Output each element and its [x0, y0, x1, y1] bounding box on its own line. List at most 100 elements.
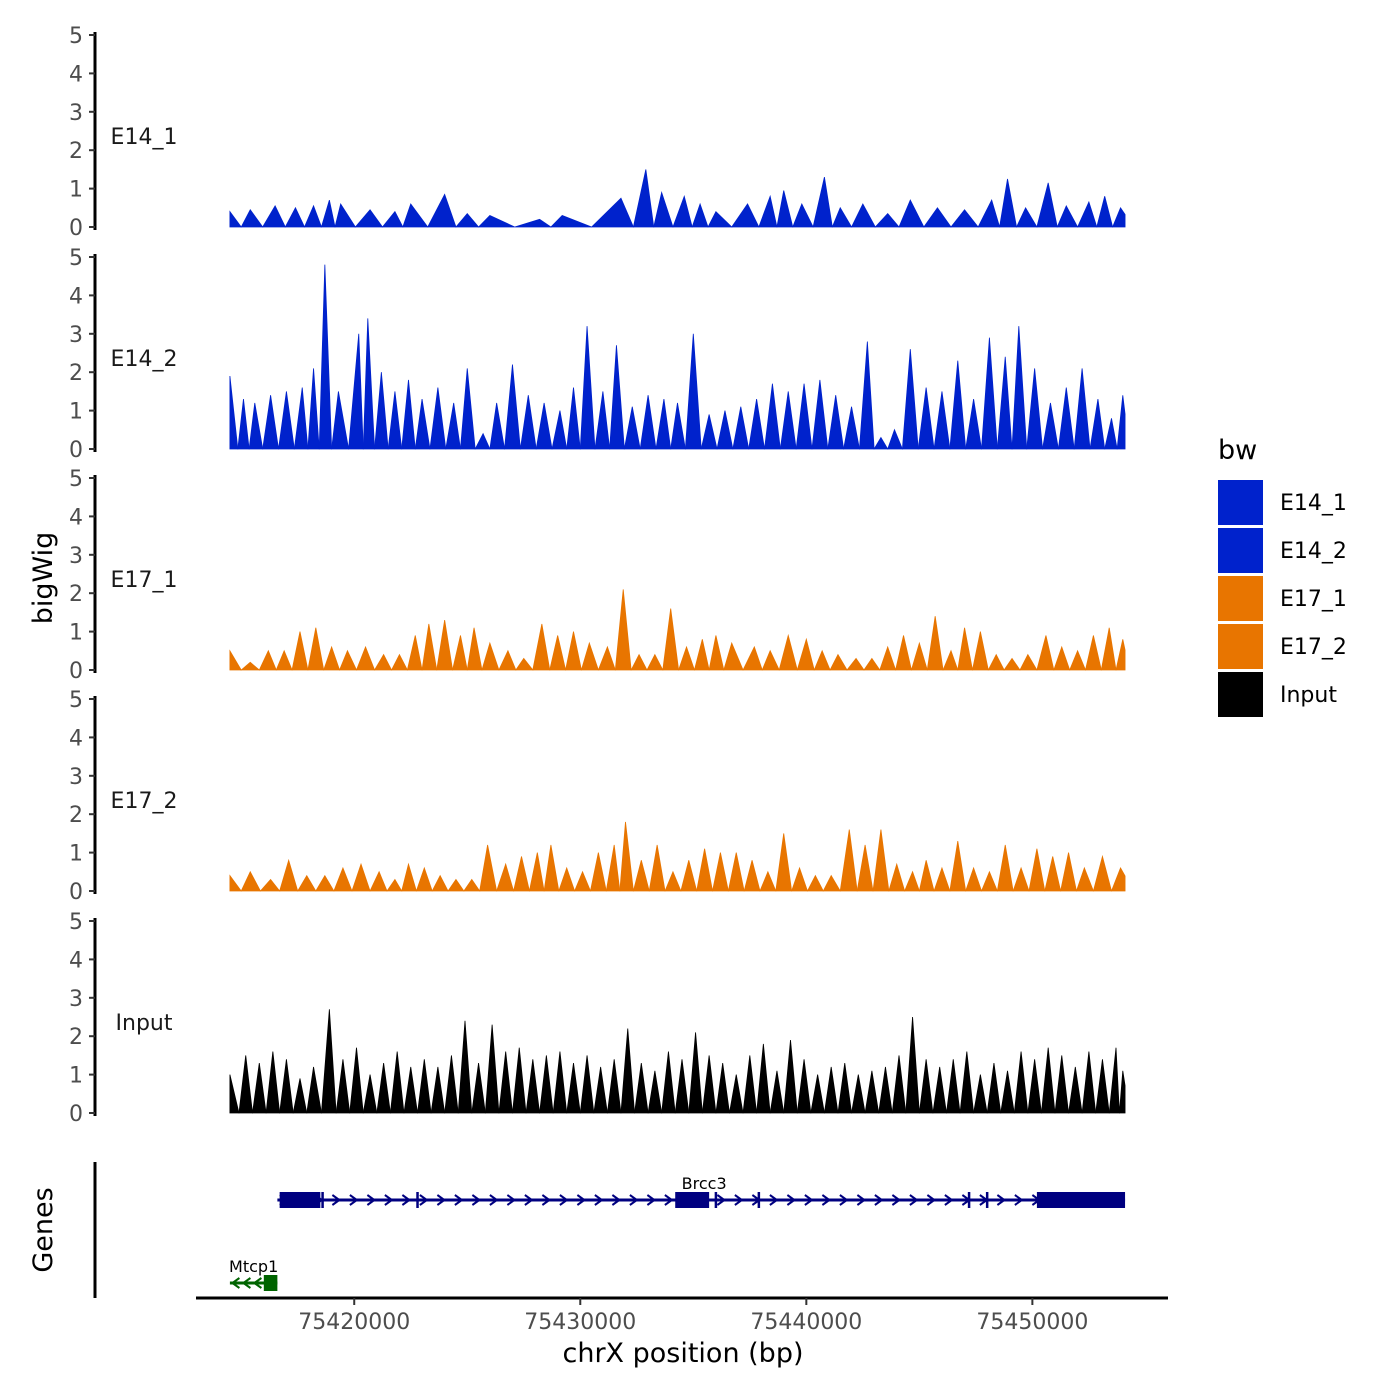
signal-peak	[335, 1059, 351, 1114]
signal-peak	[496, 862, 515, 892]
strand-chevron	[716, 1194, 727, 1206]
signal-peak	[532, 623, 551, 671]
gene-label: Brcc3	[682, 1174, 727, 1193]
signal-peak	[691, 202, 709, 228]
signal-peak	[811, 379, 829, 450]
signal-peak	[648, 844, 666, 892]
signal-peak	[1112, 206, 1126, 228]
signal-peak	[566, 1063, 581, 1114]
signal-peak	[863, 657, 881, 671]
signal-peak	[431, 874, 449, 892]
strand-chevron	[891, 1194, 902, 1206]
y-tick-label: 4	[69, 62, 83, 87]
signal-peak	[646, 653, 664, 671]
legend-entry-E14_1: E14_1	[1218, 480, 1347, 525]
signal-peak	[338, 649, 358, 671]
signal-peak	[318, 264, 333, 450]
signal-peak	[307, 368, 320, 450]
signal-peak	[374, 372, 389, 450]
signal-peak	[539, 1055, 554, 1114]
signal-peak	[1015, 206, 1038, 228]
signal-peak	[513, 856, 530, 892]
signal-peak	[872, 829, 890, 892]
signal-peak	[632, 860, 650, 892]
signal-peak	[959, 1051, 975, 1114]
signal-peak	[1118, 1070, 1126, 1114]
signal-peak	[891, 1055, 907, 1114]
gene-label: Mtcp1	[229, 1257, 278, 1276]
legend: bw E14_1 E14_2 E17_1 E17_2 Input	[1218, 435, 1347, 717]
signal-peak	[823, 1066, 839, 1114]
signal-peak	[297, 874, 317, 892]
signal-peak	[489, 402, 506, 450]
signal-peak	[307, 627, 325, 671]
signal-peak	[623, 406, 641, 450]
signal-peak	[265, 1051, 281, 1114]
signal-peak	[240, 208, 264, 228]
signal-peak	[879, 645, 897, 671]
signal-peak	[708, 635, 725, 671]
signal-peak	[965, 866, 983, 892]
signal-peak	[973, 1074, 988, 1114]
signal-peak	[888, 862, 906, 892]
signal-peak	[1096, 196, 1114, 228]
signal-peak	[680, 860, 698, 892]
signal-peak	[843, 406, 860, 450]
signal-peak	[796, 1059, 812, 1114]
signal-peak	[389, 1051, 405, 1114]
signal-peak	[579, 1055, 595, 1114]
signal-peak	[362, 1074, 378, 1114]
signal-peak	[1069, 649, 1087, 671]
strand-chevron	[734, 1194, 744, 1206]
y-tick-label: 5	[69, 246, 83, 271]
signal-peak	[1040, 1047, 1056, 1114]
signal-peak	[1110, 867, 1126, 892]
signal-peak	[796, 637, 815, 671]
signal-peak	[1104, 418, 1118, 450]
signal-peak	[429, 387, 447, 450]
signal-peak	[348, 333, 364, 450]
signal-peak	[716, 410, 734, 450]
signal-peak	[1036, 635, 1055, 671]
signal-peak	[229, 210, 242, 228]
strand-chevron	[366, 1194, 377, 1206]
signal-peak	[664, 870, 682, 892]
signal-peak	[1012, 866, 1030, 892]
signal-peak	[349, 1047, 364, 1114]
signal-peak	[837, 1063, 852, 1114]
strand-chevron	[909, 1194, 919, 1206]
signal-peak	[1003, 657, 1021, 671]
signal-peak	[614, 589, 632, 671]
signal-peak	[333, 866, 353, 892]
signal-peak	[839, 829, 858, 892]
signal-peak	[926, 616, 944, 671]
strand-chevron	[436, 1194, 447, 1206]
signal-peak	[238, 1055, 253, 1114]
x-tick-label: 75420000	[298, 1310, 410, 1335]
signal-peak	[427, 193, 457, 228]
x-tick-label: 75430000	[524, 1310, 636, 1335]
signal-peak	[769, 1070, 785, 1114]
signal-peak	[229, 874, 242, 892]
signal-peak	[549, 215, 592, 228]
signal-peak	[1026, 368, 1043, 450]
strand-chevron	[559, 1194, 569, 1206]
signal-peak	[1056, 204, 1079, 228]
signal-peak	[1042, 402, 1059, 450]
legend-entry-E14_2: E14_2	[1218, 528, 1347, 573]
y-tick-label: 1	[69, 178, 83, 203]
signal-peak	[996, 356, 1013, 450]
strand-chevron	[769, 1194, 779, 1206]
legend-swatch	[1218, 480, 1263, 525]
strand-chevron	[664, 1194, 674, 1206]
signal-peak	[259, 878, 281, 892]
signal-peak	[1019, 653, 1038, 671]
gene-Brcc3: Brcc3	[277, 1174, 1126, 1208]
signal-peak	[730, 203, 760, 228]
signal-peak	[515, 657, 534, 671]
signal-peak	[258, 649, 277, 671]
signal-peak	[846, 657, 865, 671]
signal-peak	[723, 641, 744, 671]
strand-chevron	[401, 1194, 412, 1206]
gene-exon	[1036, 1192, 1126, 1208]
